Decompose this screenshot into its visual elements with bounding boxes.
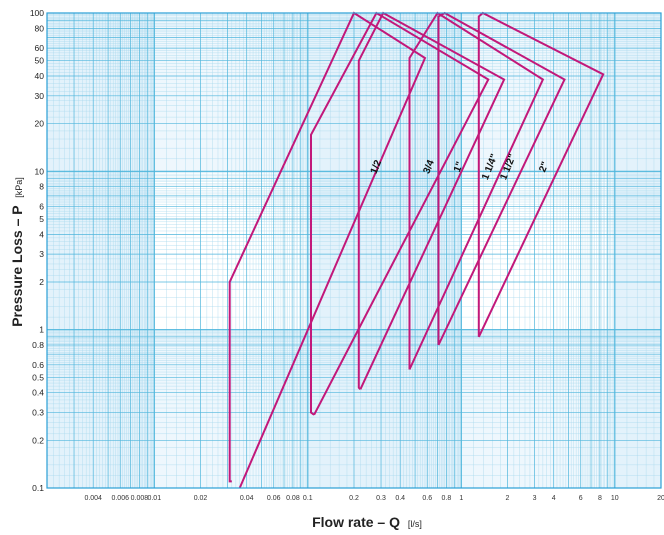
x-tick-label: 4 — [552, 495, 556, 502]
y-tick-labels: 0.1 0.2 0.3 0.4 0.5 0.6 0.8 1 2 3 4 5 6 8 10 20 30 40 50 60… — [30, 8, 44, 493]
x-tick-labels: 0.004 0.006 0.008 0.01 0.02 0.04 0.06 0.08 0.1 0.… — [84, 495, 664, 502]
x-axis-title: Flow rate – Q [l/s] — [312, 514, 422, 530]
series-label: 1/2 — [369, 158, 385, 175]
x-tick-label: 0.8 — [442, 495, 452, 502]
y-tick-label: 40 — [35, 71, 45, 81]
series-label: 2" — [537, 160, 551, 174]
x-tick-label: 3 — [533, 495, 537, 502]
x-tick-label: 0.06 — [267, 495, 281, 502]
y-tick-label: 8 — [39, 182, 44, 192]
y-tick-label: 20 — [35, 119, 45, 129]
x-axis-label: Flow rate – Q — [312, 514, 400, 530]
x-tick-label: 0.02 — [194, 495, 208, 502]
y-axis-unit: [kPa] — [14, 177, 24, 198]
x-tick-label: 6 — [579, 495, 583, 502]
y-tick-label: 1 — [39, 325, 44, 335]
series-label: 1" — [452, 160, 466, 174]
x-tick-label: 0.004 — [84, 495, 102, 502]
y-axis-title: Pressure Loss – P [kPa] — [9, 177, 25, 327]
y-axis-label: Pressure Loss – P — [9, 206, 25, 327]
x-tick-label: 0.04 — [240, 495, 254, 502]
y-tick-label: 0.6 — [32, 360, 44, 370]
x-tick-label: 8 — [598, 495, 602, 502]
y-tick-label: 80 — [35, 23, 45, 33]
x-tick-label: 0.008 — [131, 495, 149, 502]
y-tick-label: 60 — [35, 43, 45, 53]
x-tick-label: 0.01 — [147, 495, 161, 502]
y-tick-label: 0.5 — [32, 372, 44, 382]
y-tick-label: 0.4 — [32, 388, 44, 398]
x-tick-label: 0.08 — [286, 495, 300, 502]
y-tick-label: 100 — [30, 8, 44, 18]
y-tick-label: 0.2 — [32, 435, 44, 445]
x-tick-label: 0.4 — [395, 495, 405, 502]
y-tick-label: 10 — [35, 166, 45, 176]
x-axis-unit: [l/s] — [408, 519, 422, 529]
x-tick-label: 20 — [657, 495, 664, 502]
x-tick-label: 1 — [459, 495, 463, 502]
series-line — [310, 11, 490, 416]
x-tick-label: 0.1 — [303, 495, 313, 502]
y-tick-label: 30 — [35, 91, 45, 101]
x-tick-label: 2 — [506, 495, 510, 502]
series-line — [357, 11, 506, 391]
x-tick-label: 10 — [611, 495, 619, 502]
y-tick-label: 50 — [35, 56, 45, 66]
x-tick-label: 0.006 — [111, 495, 129, 502]
grid-major — [47, 12, 662, 489]
x-tick-label: 0.3 — [376, 495, 386, 502]
x-tick-label: 0.6 — [422, 495, 432, 502]
y-tick-label: 5 — [39, 214, 44, 224]
y-tick-label: 3 — [39, 249, 44, 259]
y-tick-label: 4 — [39, 229, 44, 239]
y-tick-label: 6 — [39, 201, 44, 211]
y-tick-label: 0.1 — [32, 483, 44, 493]
y-tick-label: 0.8 — [32, 340, 44, 350]
x-tick-label: 0.2 — [349, 495, 359, 502]
y-tick-label: 2 — [39, 277, 44, 287]
series-line — [228, 11, 427, 489]
series-label: 3/4 — [421, 158, 437, 175]
y-tick-label: 0.3 — [32, 407, 44, 417]
plot-frame — [46, 12, 662, 489]
